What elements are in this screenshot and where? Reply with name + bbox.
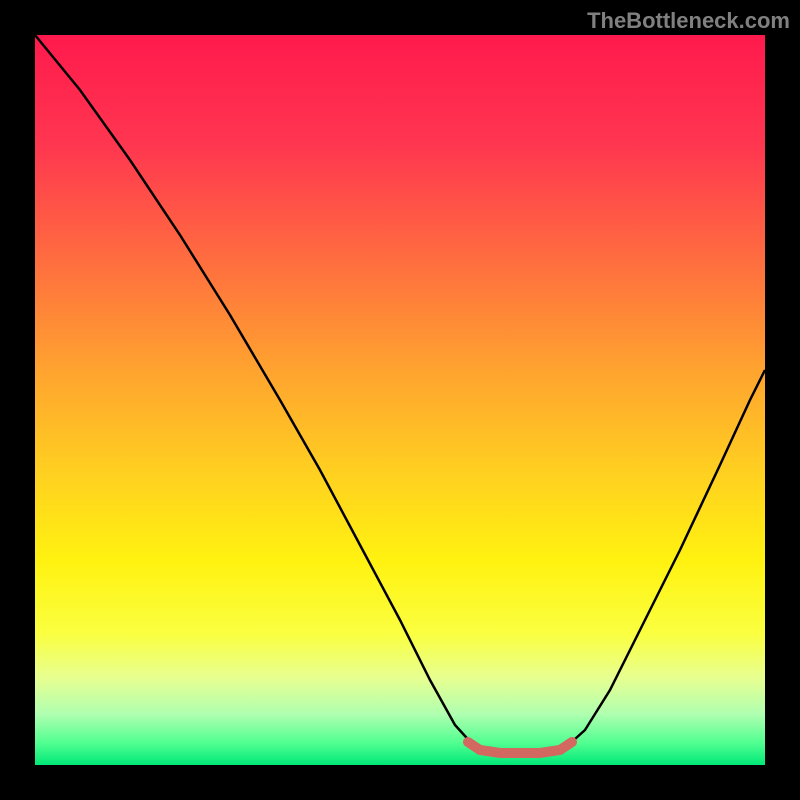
chart-background xyxy=(35,35,765,765)
watermark-text: TheBottleneck.com xyxy=(587,8,790,34)
bottleneck-chart xyxy=(0,0,800,800)
chart-container: TheBottleneck.com xyxy=(0,0,800,800)
